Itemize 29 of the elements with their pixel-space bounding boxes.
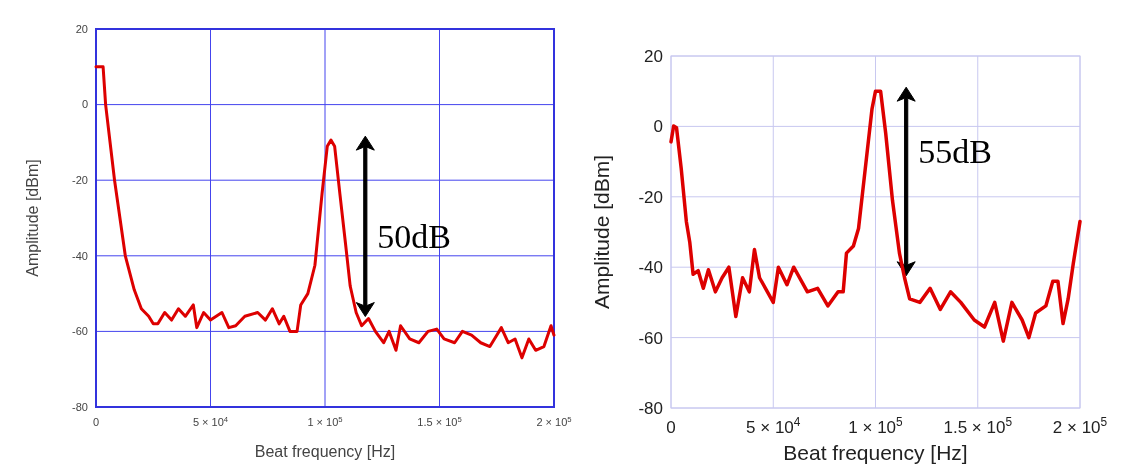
y-tick-label: 20 (644, 46, 663, 66)
x-tick-label: 1 × 10$^{5}$ (848, 415, 904, 437)
x-axis-title: Beat frequency [Hz] (254, 443, 396, 460)
x-tick-label: 2 × 10$^{5}$ (1052, 415, 1108, 437)
x-tick-label: 2 × 10$^{5}$ (536, 414, 572, 428)
line-series (669, 89, 1082, 343)
y-tick-label: -40 (638, 258, 663, 278)
y-tick-label: -80 (638, 398, 663, 418)
y-tick-label: 0 (81, 98, 88, 111)
line-series (94, 65, 556, 360)
x-tick-label: 0 (666, 418, 676, 437)
y-tick-label: -20 (72, 174, 88, 187)
y-tick-label: -60 (72, 325, 88, 338)
annotation: 55dB (918, 133, 992, 171)
y-tick-label: -80 (72, 400, 88, 413)
x-tick-label: 1 × 10$^{5}$ (307, 414, 343, 428)
x-tick-label: 5 × 10$^{4}$ (192, 414, 229, 428)
x-tick-label: 1.5 × 10$^{5}$ (417, 414, 462, 428)
y-tick-label: -60 (638, 328, 663, 348)
x-tick-label: 1.5 × 10$^{5}$ (943, 415, 1013, 437)
y-tick-label: -20 (638, 187, 663, 207)
y-axis-title: Amplitude [dBm] (590, 154, 613, 310)
x-tick-label: 5 × 10$^{4}$ (746, 415, 801, 437)
y-tick-label: -40 (72, 249, 88, 262)
y-axis-title: Amplitude [dBm] (24, 159, 41, 277)
y-tick-label: 0 (653, 117, 663, 137)
y-tick-label: 20 (75, 22, 88, 35)
x-tick-label: 0 (92, 416, 100, 428)
x-axis-title: Beat frequency [Hz] (783, 441, 968, 464)
